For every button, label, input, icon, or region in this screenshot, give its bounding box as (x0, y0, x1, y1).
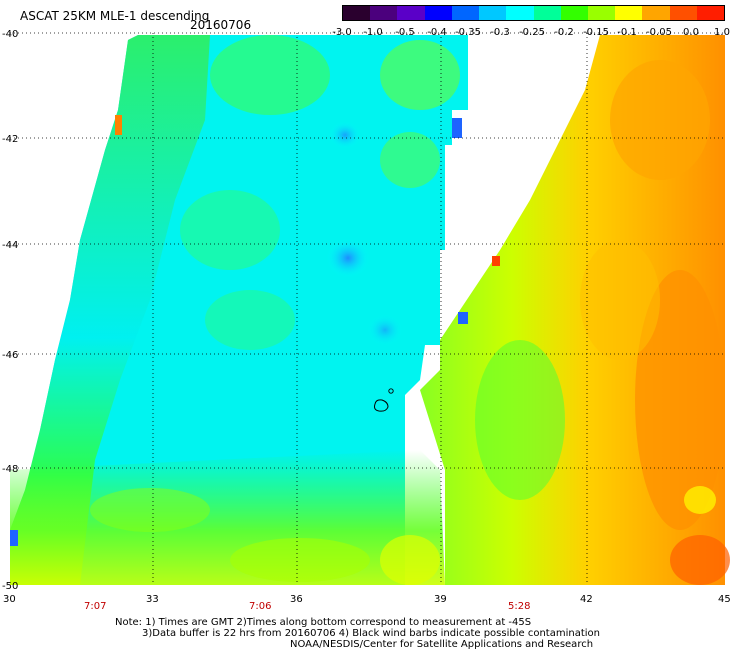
scale-label: -0.5 (395, 27, 415, 38)
note-line: NOAA/NESDIS/Center for Satellite Applica… (290, 639, 594, 650)
lon-label: 39 (434, 594, 447, 605)
contamination-contour (388, 388, 394, 394)
longitude-labels: 30 33 36 39 42 45 (3, 594, 731, 605)
lat-label: -42 (2, 134, 18, 145)
lon-label: 36 (290, 594, 303, 605)
map-title: ASCAT 25KM MLE-1 descending (20, 9, 210, 23)
lat-label: -40 (2, 29, 18, 40)
map-panel: -40 -42 -44 -46 -48 -50 30 33 36 39 42 4… (2, 29, 731, 612)
note-line: Note: 1) Times are GMT 2)Times along bot… (115, 617, 532, 628)
color-swatch (669, 6, 697, 20)
color-scale-labels: -3.0 -1.0 -0.5 -0.4 -0.35 -0.3 -0.25 -0.… (330, 27, 735, 39)
pass-time-labels: 7:07 7:06 5:28 (84, 601, 530, 612)
lat-label: -44 (2, 240, 18, 251)
eastern-swath (420, 35, 730, 585)
lon-label: 42 (580, 594, 593, 605)
latitude-labels: -40 -42 -44 -46 -48 -50 (2, 29, 18, 592)
scale-label: -0.2 (554, 27, 574, 38)
scale-label: -0.35 (455, 27, 481, 38)
color-swatch (424, 6, 452, 20)
lon-label: 45 (718, 594, 731, 605)
lat-label: -46 (2, 350, 18, 361)
color-swatch (506, 6, 534, 20)
lat-label: -48 (2, 464, 18, 475)
map-date: 20160706 (190, 18, 252, 32)
scale-label: -0.05 (646, 27, 672, 38)
color-swatch (560, 6, 588, 20)
scale-label: -1.0 (363, 27, 383, 38)
lon-label: 33 (146, 594, 159, 605)
scale-label: -0.15 (583, 27, 609, 38)
scale-label: -0.1 (617, 27, 637, 38)
scale-label: -0.25 (519, 27, 545, 38)
lat-label: -50 (2, 581, 18, 592)
color-swatch (343, 6, 371, 20)
time-label: 7:07 (84, 601, 106, 612)
scale-label: -0.3 (490, 27, 510, 38)
footer-note: Note: 1) Times are GMT 2)Times along bot… (115, 617, 675, 650)
lon-label: 30 (3, 594, 16, 605)
color-swatch (397, 6, 425, 20)
color-swatch (533, 6, 561, 20)
color-swatch (642, 6, 670, 20)
western-swath (10, 35, 468, 585)
color-swatch (479, 6, 507, 20)
time-label: 5:28 (508, 601, 530, 612)
note-line: 3)Data buffer is 22 hrs from 20160706 4)… (142, 628, 600, 639)
color-swatch (370, 6, 398, 20)
color-swatch (587, 6, 616, 20)
color-swatch (696, 6, 725, 20)
color-swatch (615, 6, 643, 20)
scale-label: -3.0 (332, 27, 352, 38)
contamination-contour (374, 399, 389, 412)
scale-label: -0.4 (427, 27, 447, 38)
color-scale-bar (342, 5, 725, 21)
lat-lon-grid (10, 32, 725, 585)
scale-label: 0.0 (683, 27, 699, 38)
time-label: 7:06 (249, 601, 271, 612)
scale-label: 1.0 (714, 27, 730, 38)
color-swatch (451, 6, 480, 20)
